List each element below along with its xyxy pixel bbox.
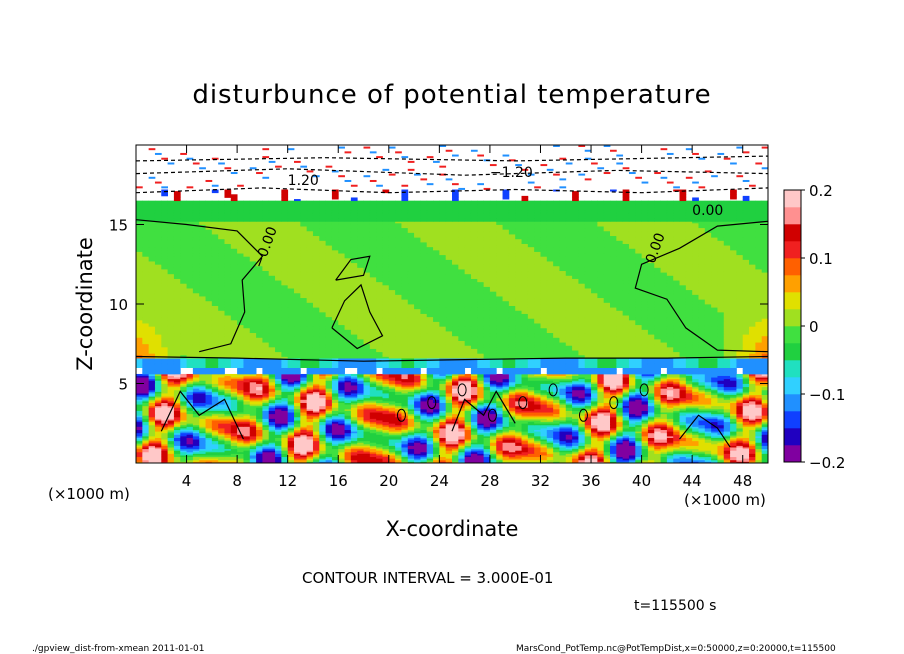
colorbar-swatch [784, 360, 801, 378]
colorbar-swatch [784, 343, 801, 361]
colorbar-swatch [784, 241, 801, 259]
x-axis: 4 8 12 16 20 24 28 32 36 40 44 48 [182, 145, 752, 490]
x-tick-label: 44 [683, 472, 702, 490]
x-tick-label: 36 [581, 472, 600, 490]
colorbar-swatch [784, 292, 801, 310]
colorbar-swatch [784, 207, 801, 225]
colorbar-swatch [784, 258, 801, 276]
colorbar-swatch [784, 377, 801, 395]
contour-label: 0.00 [692, 203, 723, 219]
colorbar-swatch [784, 275, 801, 293]
chart-title: disturbunce of potential temperature [192, 80, 711, 110]
colorbar-tick-label: 0.2 [809, 182, 833, 200]
y-axis: 5 10 15 [109, 217, 768, 394]
colorbar-swatch [784, 394, 801, 412]
x-tick-label: 12 [278, 472, 297, 490]
x-axis-label: X-coordinate [386, 517, 519, 541]
contour-interval-note: CONTOUR INTERVAL = 3.000E-01 [302, 569, 553, 587]
colorbar-swatch [784, 309, 801, 327]
y-tick-label: 5 [118, 376, 128, 394]
colorbar-tick-label: −0.2 [809, 454, 845, 472]
contour-label: 1.20 [288, 173, 319, 189]
colorbar-swatch [784, 326, 801, 344]
x-tick-label: 24 [430, 472, 449, 490]
colorbar-tick-label: −0.1 [809, 386, 845, 404]
footer-right: MarsCond_PotTemp.nc@PotTempDist,x=0:5000… [516, 644, 836, 654]
colorbar-swatch [784, 411, 801, 429]
x-tick-label: 48 [733, 472, 752, 490]
y-tick-label: 15 [109, 217, 128, 235]
colorbar-swatch [784, 445, 801, 463]
x-tick-label: 16 [329, 472, 348, 490]
x-unit-right: (×1000 m) [684, 491, 766, 509]
x-tick-label: 28 [480, 472, 499, 490]
x-tick-label: 8 [232, 472, 242, 490]
x-tick-label: 20 [379, 472, 398, 490]
x-tick-label: 4 [182, 472, 192, 490]
colorbar-swatch [784, 190, 801, 208]
contour-label: −1.20 [490, 165, 533, 181]
x-tick-label: 32 [531, 472, 550, 490]
x-unit-left: (×1000 m) [48, 485, 130, 503]
colorbar-swatch [784, 224, 801, 242]
y-tick-label: 10 [109, 296, 128, 314]
colorbar-tick-label: 0.1 [809, 250, 833, 268]
colorbar-swatch [784, 428, 801, 446]
plot-area [136, 145, 769, 464]
y-axis-label: Z-coordinate [73, 237, 97, 371]
colorbar-tick-label: 0 [809, 318, 819, 336]
colorbar: 0.2 0.1 0 −0.1 −0.2 [783, 182, 845, 472]
time-label: t=115500 s [634, 598, 716, 614]
footer-left: ./gpview_dist-from-xmean 2011-01-01 [32, 644, 204, 654]
x-tick-label: 40 [632, 472, 651, 490]
